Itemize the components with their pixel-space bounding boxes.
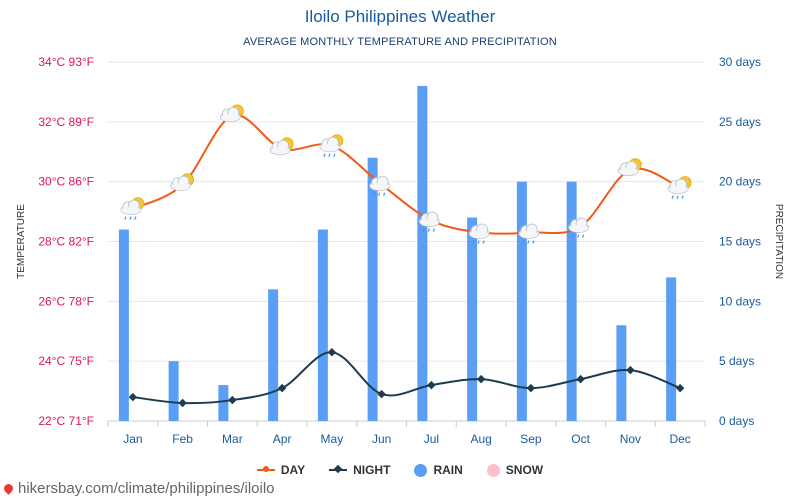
partly-cloudy-icon — [269, 137, 294, 156]
cloud-rain-icon — [568, 217, 590, 238]
x-tick-label: Mar — [222, 432, 243, 446]
cloud-rain-icon — [369, 175, 391, 196]
x-tick-label: Jan — [123, 432, 142, 446]
night-point — [128, 392, 138, 402]
rain-bar — [467, 217, 478, 421]
x-tick-label: Jun — [372, 432, 391, 446]
chart-subtitle: AVERAGE MONTHLY TEMPERATURE AND PRECIPIT… — [243, 36, 557, 48]
night-point — [228, 395, 237, 405]
x-tick-label: Nov — [620, 432, 641, 446]
cloud-rain-icon — [418, 211, 440, 232]
left-tick-label: 24°C 75°F — [38, 354, 94, 368]
source-link[interactable]: hikersbay.com/climate/philippines/iloilo — [2, 480, 275, 497]
partly-cloudy-rain-icon — [667, 176, 692, 199]
legend-item-rain[interactable]: RAIN — [414, 463, 463, 477]
legend-snow-label: SNOW — [505, 463, 544, 477]
right-axis-title: PRECIPITATION — [773, 204, 784, 279]
x-tick-label: Apr — [273, 432, 292, 446]
legend-item-night[interactable]: NIGHT — [329, 463, 390, 477]
legend-day-swatch — [256, 466, 275, 472]
right-tick-label: 15 days — [719, 235, 761, 249]
night-point — [277, 383, 287, 393]
night-line — [132, 351, 681, 405]
night-point — [178, 398, 187, 408]
right-tick-label: 20 days — [719, 175, 761, 189]
cloud-rain-icon — [468, 223, 490, 244]
left-tick-label: 28°C 82°F — [38, 235, 94, 249]
night-point — [476, 374, 486, 384]
rain-bar — [317, 229, 328, 421]
legend-night-swatch — [329, 464, 348, 474]
partly-cloudy-icon — [219, 104, 244, 123]
rain-bar — [218, 385, 229, 421]
legend: DAY NIGHT RAIN SNOW — [0, 463, 800, 477]
night-point — [576, 374, 585, 384]
left-tick-label: 26°C 78°F — [38, 294, 94, 308]
left-tick-label: 30°C 86°F — [38, 175, 94, 189]
partly-cloudy-icon — [170, 173, 195, 192]
partly-cloudy-icon — [617, 158, 642, 177]
rain-bar — [367, 157, 378, 421]
x-tick-label: May — [321, 432, 344, 446]
right-tick-label: 5 days — [719, 354, 754, 368]
left-tick-label: 22°C 71°F — [38, 414, 94, 428]
rain-bar — [118, 229, 129, 421]
night-point — [427, 380, 436, 390]
legend-item-day[interactable]: DAY — [256, 463, 306, 477]
legend-item-snow[interactable]: SNOW — [486, 463, 544, 477]
x-tick-label: Sep — [520, 432, 542, 446]
legend-snow-swatch — [486, 463, 500, 477]
right-tick-label: 10 days — [719, 294, 761, 308]
partly-cloudy-rain-icon — [319, 134, 344, 157]
rain-bar — [417, 85, 428, 421]
x-tick-label: Feb — [172, 432, 193, 446]
x-tick-label: Aug — [470, 432, 491, 446]
x-tick-label: Dec — [669, 432, 690, 446]
rain-bar — [268, 289, 279, 421]
cloud-rain-icon — [518, 223, 540, 244]
right-tick-label: 0 days — [719, 414, 754, 428]
rain-bar — [616, 325, 627, 421]
left-axis-title: TEMPERATURE — [16, 204, 27, 279]
legend-night-label: NIGHT — [353, 463, 391, 477]
right-tick-label: 25 days — [719, 115, 761, 129]
legend-rain-swatch — [414, 463, 428, 477]
left-tick-label: 34°C 93°F — [38, 55, 94, 69]
night-point — [526, 383, 536, 393]
day-line — [132, 114, 681, 235]
partly-cloudy-rain-icon — [120, 197, 145, 220]
right-tick-label: 30 days — [719, 55, 761, 69]
chart-title: Iloilo Philippines Weather — [304, 7, 496, 26]
left-tick-label: 32°C 89°F — [38, 115, 94, 129]
x-tick-label: Oct — [571, 432, 590, 446]
rain-bar — [168, 361, 179, 421]
location-pin-icon — [2, 482, 15, 495]
legend-rain-label: RAIN — [433, 463, 463, 477]
rain-bar — [566, 181, 577, 421]
night-point — [377, 389, 386, 399]
night-point — [327, 347, 337, 357]
source-text: hikersbay.com/climate/philippines/iloilo — [18, 480, 275, 497]
legend-day-label: DAY — [280, 463, 306, 477]
rain-bar — [516, 181, 527, 421]
night-point — [626, 365, 635, 375]
night-point — [675, 383, 685, 393]
x-tick-label: Jul — [424, 432, 439, 446]
rain-bar — [666, 277, 677, 421]
